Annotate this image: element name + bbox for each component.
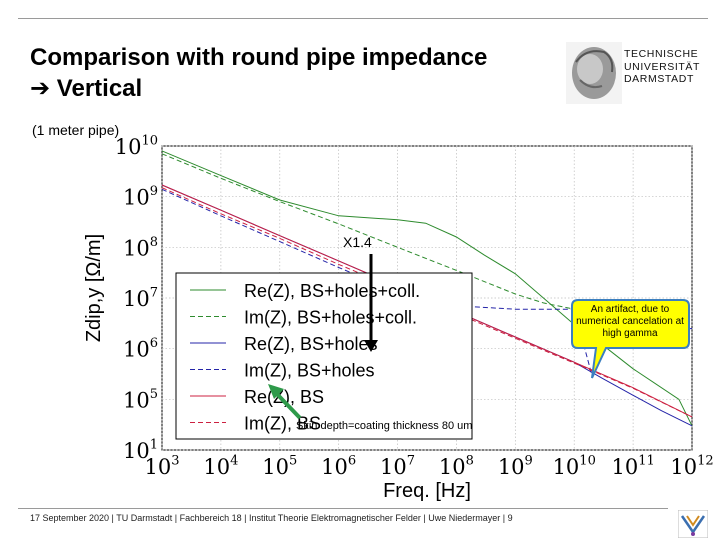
x-tick-label: 106 (321, 454, 356, 479)
y-axis-label: Zdip,y [Ω/m] (83, 234, 105, 342)
annotation-x-factor: X1.4 (343, 234, 372, 250)
x-tick-label: 108 (439, 454, 474, 479)
x-tick-label: 1011 (611, 454, 654, 479)
factor-arrow-head (364, 340, 378, 352)
y-tick-label: 109 (123, 184, 158, 209)
tu-darmstadt-logo: TECHNISCHE UNIVERSITÄT DARMSTADT (566, 42, 712, 104)
subtitle: (1 meter pipe) (32, 122, 120, 138)
legend-entry: Re(Z), BS (244, 387, 324, 407)
x-tick-label: 1012 (670, 454, 713, 479)
athena-head-icon (566, 42, 622, 104)
callout-bubble (571, 299, 690, 379)
logo-line: DARMSTADT (624, 73, 694, 85)
x-tick-label: 103 (144, 454, 179, 479)
arrow-right-icon: ➔ (30, 74, 51, 102)
institute-logo-icon (678, 510, 708, 538)
legend-entry: Im(Z), BS (244, 414, 321, 434)
x-tick-label: 107 (380, 454, 415, 479)
series-line (161, 150, 693, 427)
logo-wordmark: TECHNISCHE UNIVERSITÄT DARMSTADT (624, 48, 700, 86)
footer-text: 17 September 2020 | TU Darmstadt | Fachb… (30, 513, 513, 523)
x-tick-label: 104 (203, 454, 238, 479)
title-line-1: Comparison with round pipe impedance (30, 44, 488, 71)
y-tick-label: 101 (123, 438, 158, 463)
y-tick-label: 1010 (115, 134, 158, 159)
legend-entry: Im(Z), BS+holes+coll. (244, 308, 417, 328)
x-tick-label: 105 (262, 454, 297, 479)
slide-title: Comparison with round pipe impedance ➔ V… (30, 42, 487, 104)
artifact-callout: An artifact, due to numerical cancelation… (571, 299, 690, 379)
y-tick-label: 106 (123, 336, 158, 361)
legend-entry: Re(Z), BS+holes (244, 334, 378, 354)
footer-rule (18, 508, 668, 509)
series-line (161, 188, 693, 377)
y-tick-label: 107 (123, 286, 158, 311)
y-tick-label: 108 (123, 235, 158, 260)
legend-box (175, 272, 473, 440)
legend-entry: Re(Z), BS+holes+coll. (244, 281, 420, 301)
skin-arrow-shaft (274, 391, 302, 420)
x-tick-label: 1010 (553, 454, 596, 479)
legend-entry: Im(Z), BS+holes (244, 361, 375, 381)
y-tick-label: 105 (123, 387, 158, 412)
title-line-2: Vertical (56, 75, 143, 102)
x-axis-label: Freq. [Hz] (383, 480, 471, 502)
x-tick-label: 109 (498, 454, 533, 479)
skin-arrow-head (268, 384, 284, 399)
callout-text: An artifact, due to numerical cancelation… (576, 304, 684, 339)
logo-line: TECHNISCHE (624, 48, 699, 60)
annotation-skin-depth: Skin depth=coating thickness 80 um (296, 420, 472, 432)
header-rule (18, 18, 708, 19)
logo-line: UNIVERSITÄT (624, 60, 701, 73)
